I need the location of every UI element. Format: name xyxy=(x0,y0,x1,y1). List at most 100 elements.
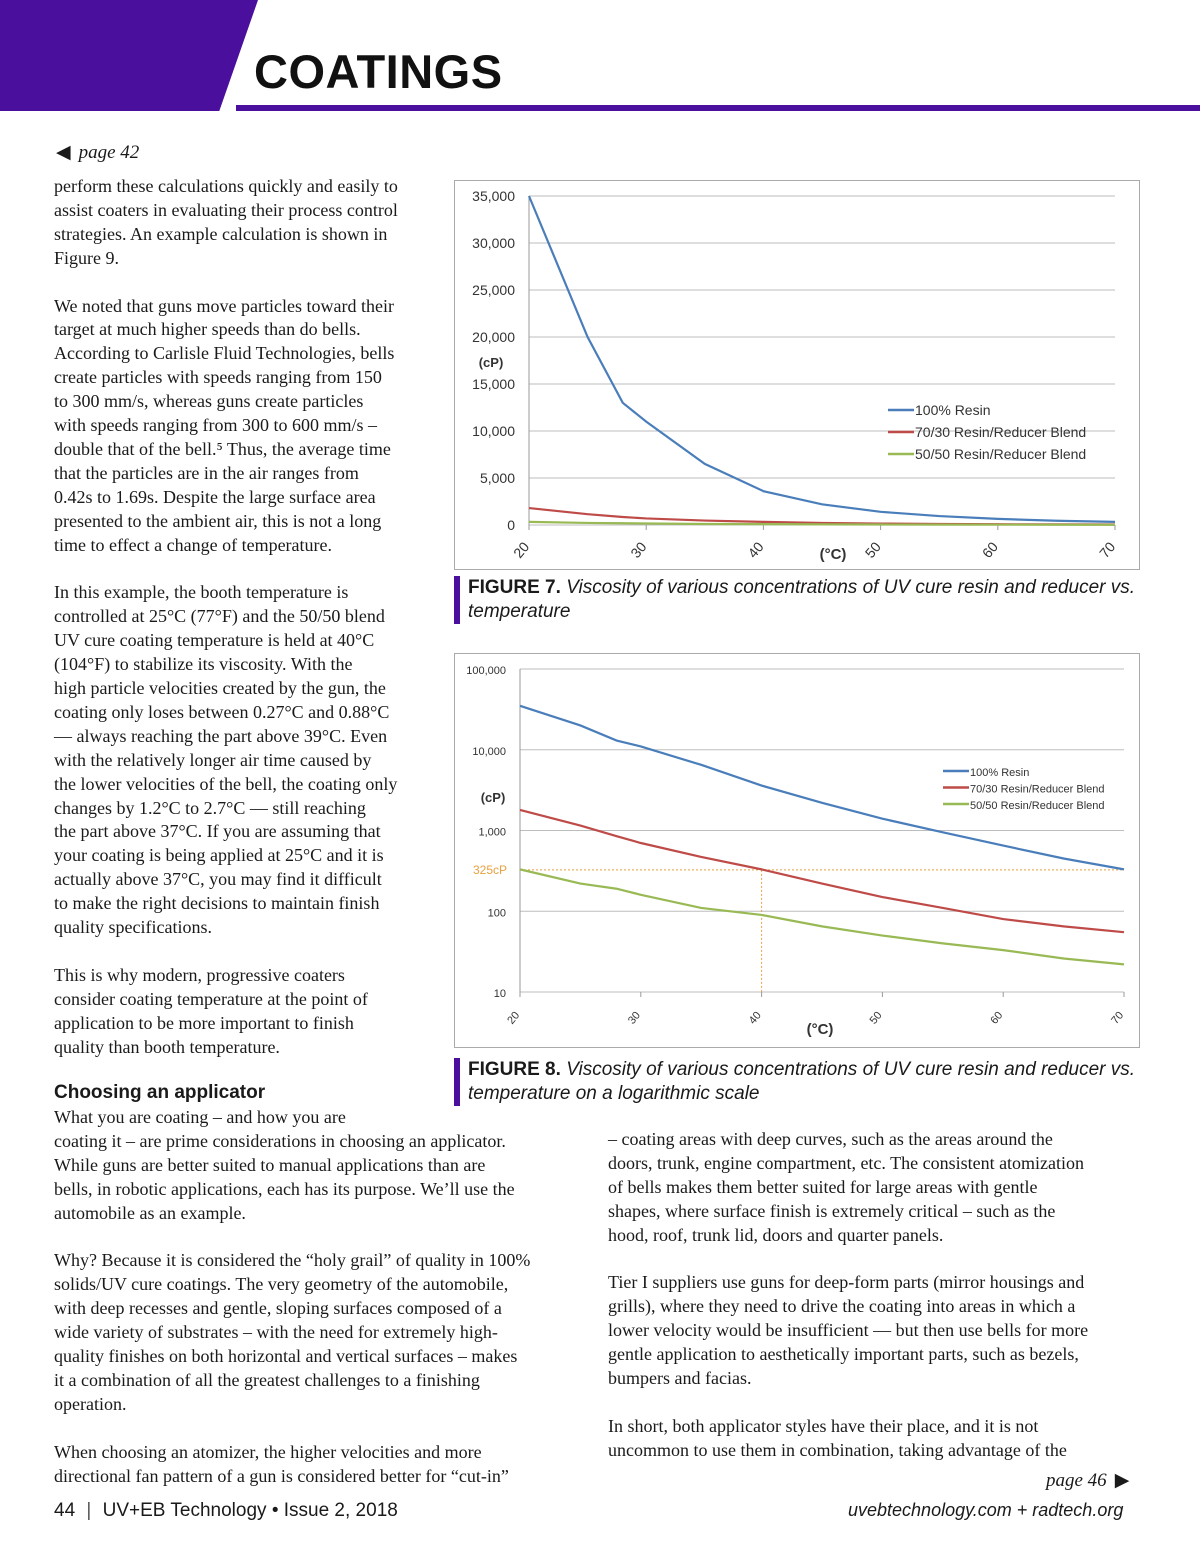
text-line: quality than booth temperature. xyxy=(54,1036,280,1057)
paragraph: What you are coating – and how you are co… xyxy=(54,1106,530,1226)
text-line: Tier I suppliers use guns for deep-form … xyxy=(608,1272,1085,1293)
paragraph: This is why modern, progressive coaters c… xyxy=(54,964,398,1060)
figure8-text: Viscosity of various concentrations of U… xyxy=(468,1059,1136,1104)
jump-next[interactable]: page 46 ▶ xyxy=(1046,1469,1129,1492)
footer-left: 44 | UV+EB Technology • Issue 2, 2018 xyxy=(54,1500,398,1522)
text-line: (104°F) to stabilize its viscosity. With… xyxy=(54,654,353,675)
legend-label: 70/30 Resin/Reducer Blend xyxy=(915,424,1086,440)
paragraph-gap xyxy=(54,1417,530,1441)
legend-label: 100% Resin xyxy=(915,402,991,418)
text-line: your coating is being applied at 25°C an… xyxy=(54,845,384,866)
y-tick-label: 100,000 xyxy=(466,665,506,677)
paragraph-gap xyxy=(608,1248,1088,1272)
figure7-label: FIGURE 7. xyxy=(468,577,561,598)
figure7-svg: 0 5,000 10,000 15,000 20,000 25,000 30,000 35,0… xyxy=(472,188,1118,563)
text-line: In this example, the booth temperature i… xyxy=(54,582,349,603)
y-tick-label: 5,000 xyxy=(480,470,515,486)
series-line-0 xyxy=(519,704,1125,871)
figure7-text: Viscosity of various concentrations of U… xyxy=(468,577,1136,622)
text-line: to 300 mm/s, whereas guns create particl… xyxy=(54,391,364,412)
text-line: While guns are better suited to manual a… xyxy=(54,1154,486,1175)
y-tick-label: 20,000 xyxy=(472,329,515,345)
figure8-svg: 10 100 1,000 10,000 100,000 20 30 40 50 60 70 (°C) (… xyxy=(466,665,1126,1038)
legend-label: 50/50 Resin/Reducer Blend xyxy=(915,446,1086,462)
text-line: the part above 37°C. If you are assuming… xyxy=(54,821,381,842)
x-tick-label: 40 xyxy=(747,1010,764,1027)
y-tick-label: 100 xyxy=(488,907,506,919)
text-line: doors, trunk, engine compartment, etc. T… xyxy=(608,1152,1085,1173)
text-line: with deep recesses and gentle, sloping s… xyxy=(54,1298,502,1319)
text-line: create particles with speeds ranging fro… xyxy=(54,367,382,388)
x-tick-label: 30 xyxy=(626,1010,643,1027)
publication-name: UV+EB Technology • Issue 2, 2018 xyxy=(102,1500,398,1521)
x-tick-label: 30 xyxy=(627,539,649,561)
text-line: UV cure coating temperature is held at 4… xyxy=(54,630,375,651)
page-number: 44 xyxy=(54,1500,76,1521)
text-line: that the particles are in the air ranges… xyxy=(54,462,359,483)
text-line: lower velocity would be insufficient — b… xyxy=(608,1320,1089,1341)
text-line: Why? Because it is considered the “holy … xyxy=(54,1250,531,1271)
paragraph: Tier I suppliers use guns for deep-form … xyxy=(608,1271,1088,1391)
y-tick-label: 1,000 xyxy=(478,827,506,839)
text-line: When choosing an atomizer, the higher ve… xyxy=(54,1441,482,1462)
text-line: to make the right decisions to maintain … xyxy=(54,893,380,914)
paragraph: Why? Because it is considered the “holy … xyxy=(54,1249,530,1416)
left-arrow-icon: ◀ xyxy=(56,142,71,163)
y-tick-label: 10,000 xyxy=(472,746,506,758)
x-tick-label: 40 xyxy=(744,539,766,561)
text-line: — always reaching the part above 39°C. E… xyxy=(54,725,388,746)
text-line: quality finishes on both horizontal and … xyxy=(54,1346,518,1367)
y-axis-label: (cP) xyxy=(479,355,504,370)
legend-label: 70/30 Resin/Reducer Blend xyxy=(970,784,1105,796)
jump-next-label: page 46 xyxy=(1046,1470,1107,1491)
text-line: it a combination of all the greatest cha… xyxy=(54,1369,480,1390)
x-axis-label: (°C) xyxy=(820,546,847,563)
section-heading: Choosing an applicator xyxy=(54,1082,266,1103)
x-tick-label: 50 xyxy=(862,539,884,561)
paragraph: perform these calculations quickly and e… xyxy=(54,175,398,271)
footer-sites: uvebtechnology.com + radtech.org xyxy=(848,1500,1124,1520)
paragraph-gap xyxy=(608,1391,1088,1415)
paragraph-gap xyxy=(54,557,398,581)
paragraph: In this example, the booth temperature i… xyxy=(54,581,398,940)
annotation-label: 325cP xyxy=(473,863,507,877)
text-line: time to effect a change of temperature. xyxy=(54,534,333,555)
text-line: consider coating temperature at the poin… xyxy=(54,988,368,1009)
paragraph-gap xyxy=(54,1226,530,1250)
paragraph: – coating areas with deep curves, such a… xyxy=(608,1128,1088,1248)
series-line-1 xyxy=(528,506,1116,526)
jump-prev[interactable]: ◀ page 42 xyxy=(56,141,139,164)
x-tick-label: 20 xyxy=(510,539,532,561)
figure8-caption: FIGURE 8. Viscosity of various concentra… xyxy=(454,1058,1148,1106)
y-tick-label: 10 xyxy=(494,988,506,1000)
figure8-chart: 10 100 1,000 10,000 100,000 20 30 40 50 60 70 (°C) (… xyxy=(454,653,1140,1048)
text-line: solids/UV cure coatings. The very geomet… xyxy=(54,1274,509,1295)
y-tick-label: 0 xyxy=(507,517,515,533)
series-line-2 xyxy=(519,868,1125,966)
lower-left-column: What you are coating – and how you are co… xyxy=(54,1106,530,1488)
y-tick-label: 35,000 xyxy=(472,188,515,204)
text-line: uncommon to use them in combination, tak… xyxy=(608,1439,1067,1460)
figure8-label: FIGURE 8. xyxy=(468,1059,561,1080)
text-line: actually above 37°C, you may find it dif… xyxy=(54,869,382,890)
text-line: grills), where they need to drive the co… xyxy=(608,1296,1076,1317)
section-title: COATINGS xyxy=(254,45,503,98)
y-tick-label: 30,000 xyxy=(472,235,515,251)
jump-prev-label: page 42 xyxy=(78,142,140,163)
text-line: automobile as an example. xyxy=(54,1202,246,1223)
x-tick-label: 60 xyxy=(988,1010,1005,1027)
x-tick-label: 70 xyxy=(1096,539,1118,561)
series-line-0 xyxy=(527,195,1116,523)
text-line: coating it – are prime considerations in… xyxy=(54,1130,506,1151)
paragraph-gap xyxy=(54,940,398,964)
text-line: with speeds ranging from 300 to 600 mm/s… xyxy=(54,415,377,436)
x-tick-label: 60 xyxy=(979,539,1001,561)
text-line: What you are coating – and how you are xyxy=(54,1107,346,1127)
text-line: bumpers and facias. xyxy=(608,1368,752,1389)
text-line: hood, roof, trunk lid, doors and quarter… xyxy=(608,1224,944,1245)
text-line: 0.42s to 1.69s. Despite the large surfac… xyxy=(54,486,376,507)
text-line: quality specifications. xyxy=(54,917,212,938)
text-line: Figure 9. xyxy=(54,247,119,268)
text-line: operation. xyxy=(54,1393,127,1414)
